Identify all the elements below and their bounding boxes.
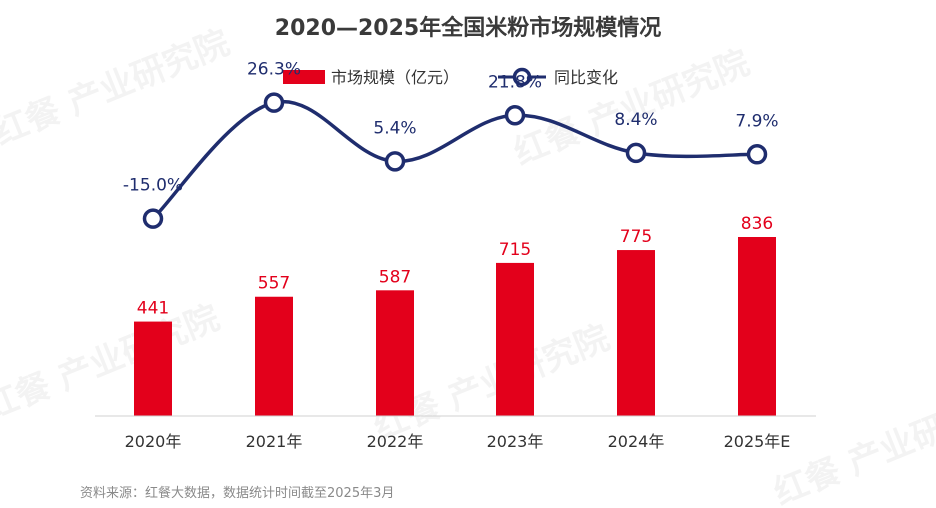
bar-value-label: 557 [258,274,290,294]
legend: 市场规模（亿元） 同比变化 [283,67,618,87]
yoy-value-label: 21.8% [488,72,542,92]
x-tick-label: 2024年 [608,432,665,451]
yoy-point [384,151,406,172]
bar-series [134,237,776,416]
x-tick-label: 2021年 [246,432,303,451]
yoy-point [504,105,526,126]
x-tick-label: 2023年 [487,432,544,451]
watermark-text: 红餐 产业研究院 [0,23,235,154]
bar-value-label: 441 [137,299,169,319]
watermark-text: 红餐 产业研究院 [0,298,225,429]
yoy-value-label: 8.4% [614,110,657,130]
yoy-point [746,144,768,165]
bar-value-label: 836 [741,214,773,234]
yoy-point [625,142,647,164]
yoy-point [263,92,285,113]
yoy-points [142,92,768,229]
yoy-value-label: 7.9% [735,111,778,131]
bar [255,296,293,416]
yoy-point [142,208,164,229]
x-tick-label: 2025年E [724,432,791,451]
bar [738,237,776,416]
watermark-text: 红餐 产业研究院 [768,383,936,508]
yoy-line [151,99,758,220]
x-tick-label: 2020年 [125,432,182,451]
bar-value-label: 715 [499,240,531,260]
source-note: 资料来源：红餐大数据，数据统计时间截至2025年3月 [80,485,394,501]
yoy-value-label: 26.3% [247,60,301,80]
x-axis-ticks: 2020年 2021年 2022年 2023年 2024年 2025年E [125,432,791,451]
legend-line-label: 同比变化 [554,68,618,87]
chart-title: 2020—2025年全国米粉市场规模情况 [275,15,661,41]
bar [496,262,534,416]
legend-bar-label: 市场规模（亿元） [331,68,459,87]
x-tick-label: 2022年 [367,432,424,451]
bar [134,321,172,416]
bar-value-label: 775 [620,227,652,247]
yoy-value-label: -15.0% [123,176,183,196]
bar [617,250,655,416]
yoy-value-labels: -15.0% 26.3% 5.4% 21.8% 8.4% 7.9% [123,60,779,196]
bar-value-label: 587 [379,267,411,287]
yoy-value-label: 5.4% [373,118,416,138]
legend-line-marker [512,67,532,87]
bar [376,290,414,416]
legend-bar-swatch [283,70,325,84]
bar-value-labels: 441 557 587 715 775 836 [137,214,773,319]
